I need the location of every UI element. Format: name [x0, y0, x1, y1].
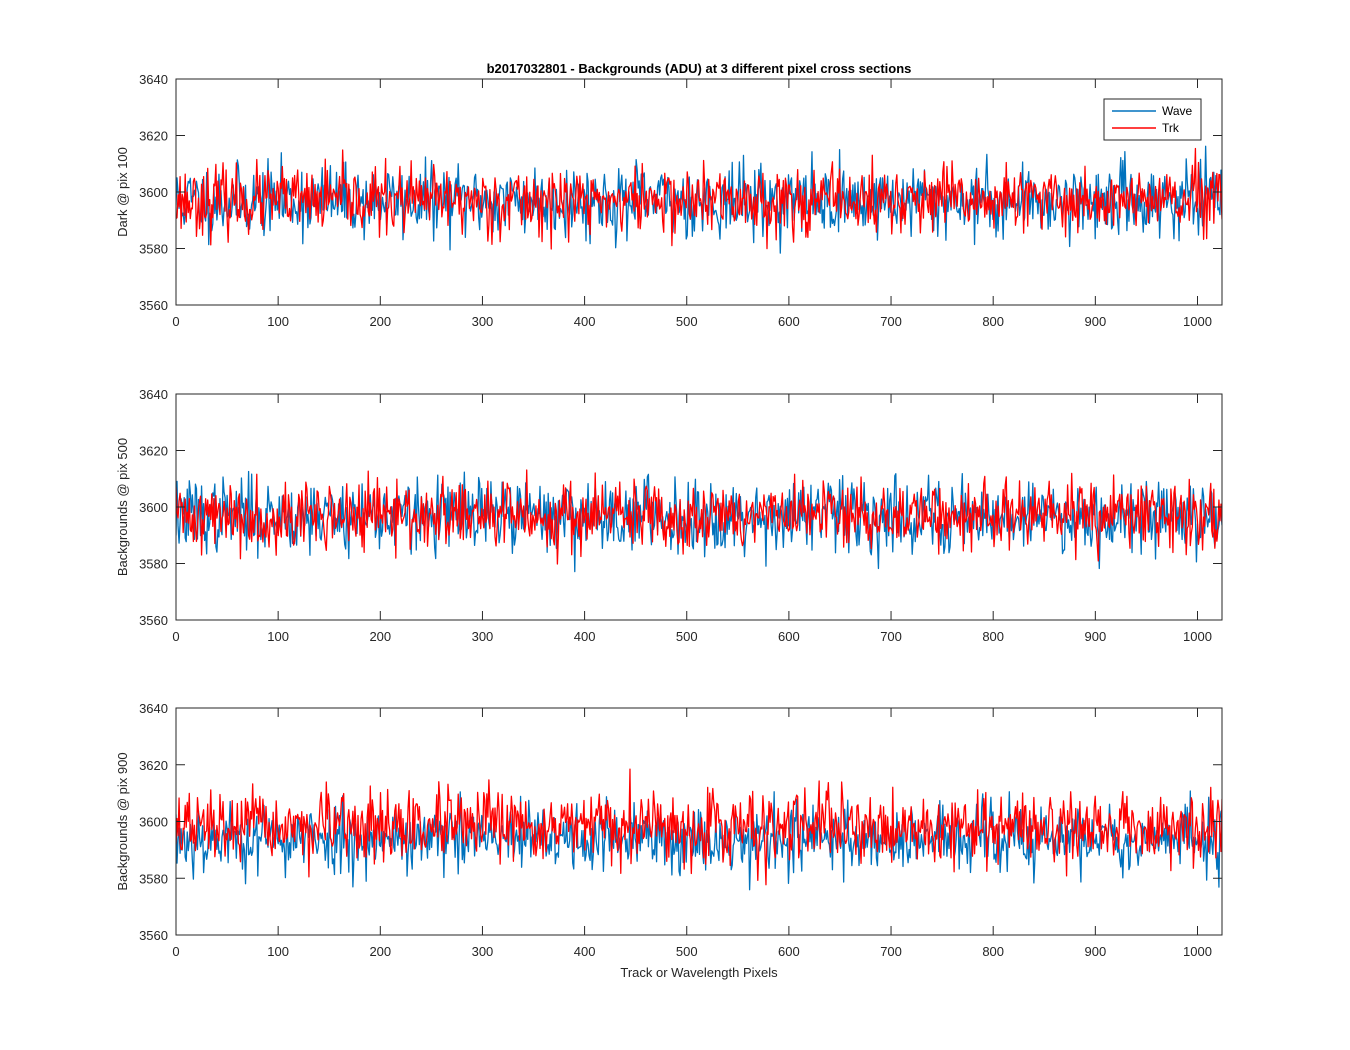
x-tick-label: 800	[982, 314, 1004, 329]
x-tick-label: 800	[982, 629, 1004, 644]
x-tick-label: 1000	[1183, 944, 1212, 959]
y-tick-label: 3620	[139, 129, 168, 144]
x-tick-label: 700	[880, 944, 902, 959]
x-tick-label: 500	[676, 629, 698, 644]
x-tick-label: 600	[778, 314, 800, 329]
y-axis-label: Dark @ pix 100	[115, 147, 130, 237]
y-tick-label: 3580	[139, 242, 168, 257]
legend-box	[1103, 98, 1202, 141]
x-tick-label: 300	[472, 629, 494, 644]
x-tick-label: 400	[574, 629, 596, 644]
panel-3: 0 100 200 300 400 500 600 700 800 900 1000 3560 3580…	[115, 701, 1223, 980]
x-tick-label: 200	[369, 314, 391, 329]
panel-1: 0 100 200 300 400 500 600 700 800 900 1000 3560 3580…	[115, 72, 1223, 329]
y-tick-label: 3560	[139, 298, 168, 313]
series-line-wave	[176, 470, 1222, 573]
y-tick-label: 3620	[139, 444, 168, 459]
x-tick-label: 700	[880, 629, 902, 644]
legend-label-trk: Trk	[1162, 121, 1180, 135]
y-axis-label: Backgrounds @ pix 500	[115, 438, 130, 576]
series-line-trk	[176, 768, 1222, 886]
x-tick-label: 1000	[1183, 629, 1212, 644]
panel-2: 0 100 200 300 400 500 600 700 800 900 1000 3560 3580…	[115, 387, 1223, 644]
y-tick-label: 3560	[139, 928, 168, 943]
y-axis-label: Backgrounds @ pix 900	[115, 752, 130, 890]
x-tick-label: 800	[982, 944, 1004, 959]
y-tick-label: 3640	[139, 701, 168, 716]
x-tick-label: 0	[172, 944, 179, 959]
x-tick-label: 0	[172, 629, 179, 644]
x-tick-label: 100	[267, 314, 289, 329]
x-tick-label: 400	[574, 314, 596, 329]
x-tick-label: 900	[1084, 314, 1106, 329]
y-tick-label: 3640	[139, 387, 168, 402]
x-tick-label: 200	[369, 944, 391, 959]
x-tick-label: 900	[1084, 629, 1106, 644]
y-tick-label: 3600	[139, 185, 168, 200]
x-tick-label: 0	[172, 314, 179, 329]
x-tick-label: 600	[778, 629, 800, 644]
x-tick-label: 600	[778, 944, 800, 959]
x-tick-label: 1000	[1183, 314, 1212, 329]
y-tick-label: 3600	[139, 815, 168, 830]
x-tick-label: 500	[676, 944, 698, 959]
x-axis-label: Track or Wavelength Pixels	[620, 965, 778, 980]
x-tick-label: 700	[880, 314, 902, 329]
x-tick-label: 300	[472, 314, 494, 329]
legend: Wave Trk	[1103, 98, 1202, 141]
x-tick-label: 100	[267, 629, 289, 644]
y-tick-label: 3580	[139, 871, 168, 886]
x-tick-label: 200	[369, 629, 391, 644]
x-tick-label: 900	[1084, 944, 1106, 959]
x-tick-label: 500	[676, 314, 698, 329]
x-tick-label: 400	[574, 944, 596, 959]
figure-title: b2017032801 - Backgrounds (ADU) at 3 dif…	[487, 61, 912, 76]
series-line-trk	[176, 469, 1222, 565]
legend-label-wave: Wave	[1162, 104, 1193, 118]
y-tick-label: 3640	[139, 72, 168, 87]
y-tick-label: 3600	[139, 500, 168, 515]
y-tick-label: 3580	[139, 557, 168, 572]
y-tick-label: 3560	[139, 613, 168, 628]
y-tick-label: 3620	[139, 758, 168, 773]
series-line-trk	[176, 147, 1222, 250]
x-tick-label: 300	[472, 944, 494, 959]
x-tick-label: 100	[267, 944, 289, 959]
